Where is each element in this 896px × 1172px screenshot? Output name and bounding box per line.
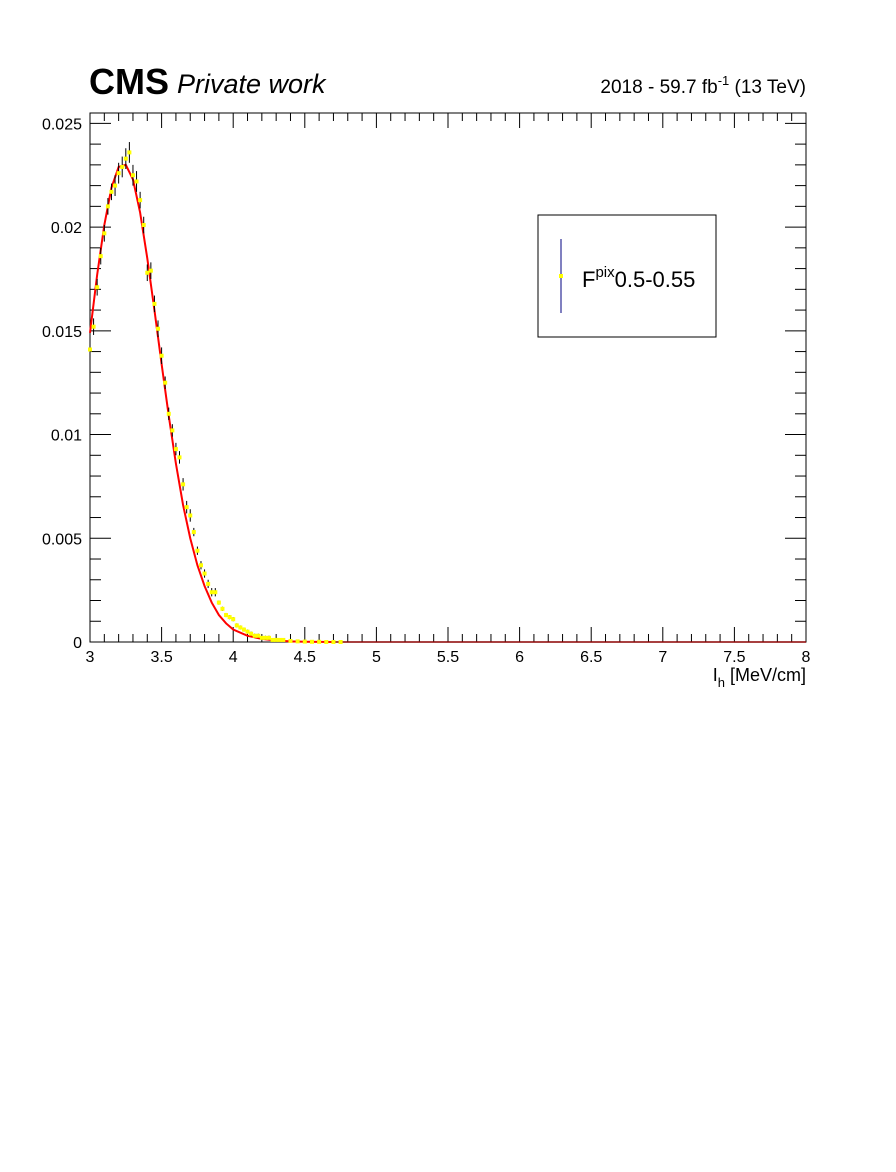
- x-tick-label: 8: [802, 649, 811, 666]
- data-point: [191, 530, 196, 535]
- legend-marker-point: [559, 274, 563, 278]
- legend: Fpix0.5-0.55: [537, 214, 717, 338]
- x-tick-label: 3.5: [150, 649, 172, 666]
- data-point: [120, 164, 125, 169]
- data-point: [105, 204, 110, 209]
- x-tick-label: 5.5: [437, 649, 459, 666]
- data-point: [245, 629, 250, 634]
- data-point: [163, 380, 168, 385]
- data-point: [263, 635, 268, 640]
- data-point: [267, 635, 271, 640]
- data-point: [213, 590, 218, 595]
- data-point: [270, 637, 275, 642]
- data-series: [88, 142, 343, 644]
- experiment-label: CMS: [89, 61, 169, 102]
- data-point: [241, 627, 246, 632]
- data-point: [188, 513, 193, 518]
- data-point: [256, 633, 261, 638]
- data-point: [238, 625, 243, 630]
- fit-curve-line: [89, 163, 334, 643]
- x-tick-label: 4: [229, 649, 238, 666]
- y-tick-label: 0.01: [51, 428, 82, 445]
- legend-entry-label: Fpix0.5-0.55: [582, 264, 695, 292]
- data-point: [216, 600, 221, 605]
- data-point: [156, 326, 161, 331]
- data-point: [195, 548, 200, 553]
- data-point: [102, 231, 107, 236]
- data-point: [145, 270, 150, 275]
- legend-box: [537, 214, 717, 338]
- data-point: [252, 633, 257, 638]
- data-point: [281, 637, 286, 642]
- data-point: [338, 640, 343, 644]
- data-point: [113, 183, 118, 188]
- x-tick-label: 5: [372, 649, 381, 666]
- data-point: [98, 254, 103, 259]
- x-tick-label: 6.5: [580, 649, 602, 666]
- data-point: [249, 631, 254, 636]
- data-point: [130, 173, 135, 178]
- x-tick-labels: 3 3.5 4 4.5 5 5.5 6 6.5 7 7.5 8: [86, 649, 811, 666]
- data-point: [302, 639, 307, 644]
- y-tick-label: 0.005: [42, 531, 82, 548]
- data-point: [220, 606, 225, 611]
- x-axis-label: Ih [MeV/cm]: [713, 665, 806, 690]
- data-point: [259, 635, 264, 640]
- y-tick-label: 0.025: [42, 116, 82, 133]
- y-tick-label: 0.02: [51, 220, 82, 237]
- data-point: [331, 640, 336, 644]
- x-tick-label: 7.5: [723, 649, 745, 666]
- data-point: [309, 639, 314, 644]
- data-point: [177, 455, 182, 460]
- x-tick-label: 3: [86, 649, 95, 666]
- data-point: [166, 411, 171, 416]
- data-point: [274, 637, 279, 642]
- data-point: [206, 581, 211, 586]
- x-tick-label: 6: [515, 649, 524, 666]
- data-point: [91, 324, 96, 329]
- data-point: [123, 156, 128, 161]
- data-point: [134, 179, 139, 184]
- data-point: [138, 198, 143, 203]
- data-point: [116, 171, 121, 176]
- subtitle-label: Private work: [177, 69, 327, 99]
- data-point: [173, 447, 178, 452]
- y-tick-labels: 0 0.005 0.01 0.015 0.02 0.025: [42, 116, 82, 652]
- data-point: [159, 353, 164, 358]
- data-point: [324, 640, 329, 644]
- x-tick-label: 7: [658, 649, 667, 666]
- data-point: [88, 347, 92, 352]
- data-point: [227, 615, 232, 620]
- data-point: [148, 268, 153, 273]
- data-point: [198, 563, 203, 568]
- lumi-label: 2018 - 59.7 fb-1 (13 TeV): [600, 73, 806, 98]
- data-point: [170, 428, 175, 433]
- data-point: [224, 613, 229, 618]
- y-tick-label: 0: [73, 635, 82, 652]
- data-point: [127, 150, 132, 155]
- data-point: [95, 285, 100, 290]
- data-point: [317, 639, 322, 644]
- data-point: [202, 571, 207, 576]
- data-point: [277, 637, 282, 642]
- data-point: [109, 189, 114, 194]
- y-tick-label: 0.015: [42, 324, 82, 341]
- data-point: [295, 639, 300, 644]
- data-point: [231, 617, 236, 622]
- data-point: [209, 590, 214, 595]
- data-point: [288, 638, 293, 643]
- data-point: [184, 505, 189, 510]
- data-point: [152, 301, 157, 306]
- data-point: [234, 623, 239, 628]
- x-tick-label: 4.5: [294, 649, 316, 666]
- data-point: [181, 482, 186, 487]
- data-point: [141, 223, 146, 228]
